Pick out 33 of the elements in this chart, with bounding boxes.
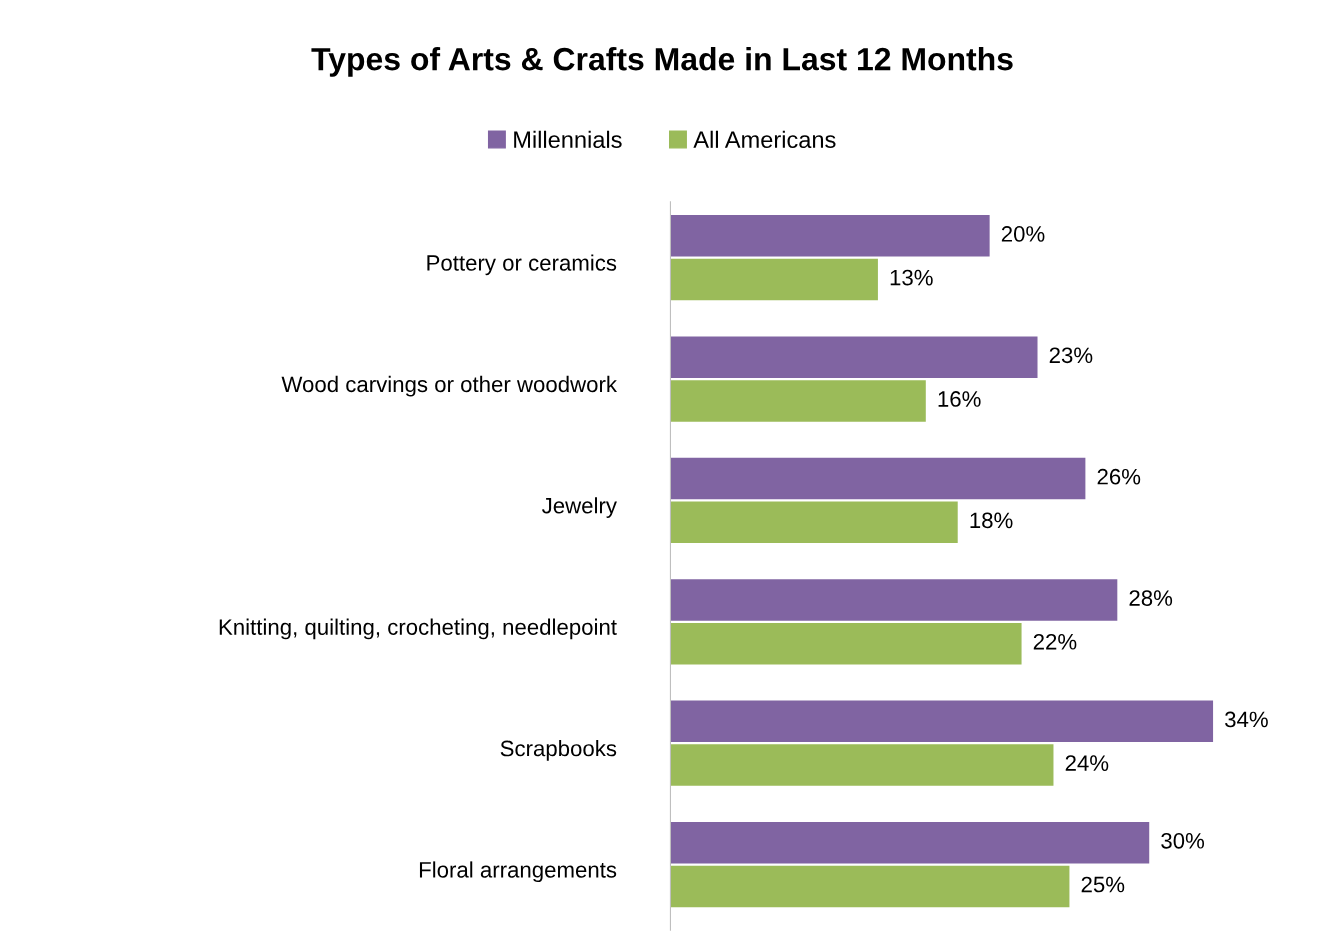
bar xyxy=(670,457,1086,500)
data-label: 18% xyxy=(970,512,1013,529)
data-label: 16% xyxy=(938,391,981,407)
bar xyxy=(670,622,1022,665)
bar xyxy=(670,215,990,257)
bar xyxy=(670,865,1070,908)
y-tick-label: Jewelry xyxy=(542,497,617,518)
y-tick-label: Scrapbooks xyxy=(500,739,617,761)
y-tick-label: Pottery or ceramics xyxy=(427,254,617,276)
bar xyxy=(670,501,958,544)
y-tick-label: Floral arrangements xyxy=(419,861,617,883)
y-tick-label: Wood carvings or other woodwork xyxy=(281,375,618,397)
data-label: 20% xyxy=(1001,226,1045,242)
data-label: 13% xyxy=(890,269,933,286)
chart-title: Types of Arts & Crafts Made in Last 12 Months xyxy=(311,46,1013,77)
bar xyxy=(670,336,1038,378)
y-tick-label: Knitting, quilting, crocheting, needlepoint xyxy=(219,618,617,640)
data-label: 34% xyxy=(1225,711,1268,728)
bar xyxy=(670,821,1150,864)
data-label: 28% xyxy=(1129,590,1173,606)
data-label: 25% xyxy=(1081,876,1125,893)
bar xyxy=(670,258,878,301)
data-label: 24% xyxy=(1065,755,1109,771)
legend-label: Millennials xyxy=(514,130,622,149)
bar xyxy=(670,700,1214,743)
bar xyxy=(670,380,926,422)
bar xyxy=(670,744,1054,786)
data-label: 26% xyxy=(1097,468,1141,485)
legend-label: All Americans xyxy=(693,130,836,149)
data-label: 23% xyxy=(1049,347,1093,364)
bar xyxy=(670,579,1118,621)
data-label: 22% xyxy=(1033,633,1077,650)
data-label: 30% xyxy=(1161,832,1205,849)
